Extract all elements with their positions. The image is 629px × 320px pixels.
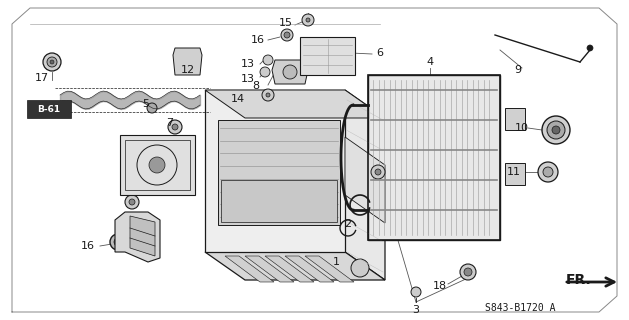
Text: 14: 14 <box>231 94 245 104</box>
Text: 17: 17 <box>35 73 49 83</box>
Circle shape <box>302 14 314 26</box>
Circle shape <box>543 167 553 177</box>
Circle shape <box>262 89 274 101</box>
Circle shape <box>460 264 476 280</box>
Text: 18: 18 <box>433 281 447 291</box>
Circle shape <box>47 57 57 67</box>
Text: 13: 13 <box>241 59 255 69</box>
Circle shape <box>149 157 165 173</box>
Circle shape <box>547 121 565 139</box>
Circle shape <box>375 169 381 175</box>
Polygon shape <box>218 120 340 225</box>
Polygon shape <box>130 216 155 256</box>
Text: FR.: FR. <box>566 273 592 287</box>
Text: 6: 6 <box>377 48 384 58</box>
Polygon shape <box>285 256 334 282</box>
FancyBboxPatch shape <box>27 100 71 118</box>
Circle shape <box>283 65 297 79</box>
Circle shape <box>538 162 558 182</box>
Circle shape <box>509 168 521 180</box>
Polygon shape <box>345 137 385 223</box>
Circle shape <box>263 55 273 65</box>
Polygon shape <box>225 256 274 282</box>
Polygon shape <box>115 212 160 262</box>
Polygon shape <box>265 256 314 282</box>
Text: 11: 11 <box>507 167 521 177</box>
Circle shape <box>587 45 593 51</box>
Polygon shape <box>205 90 385 118</box>
Polygon shape <box>205 252 385 280</box>
Polygon shape <box>345 90 385 280</box>
Text: 3: 3 <box>413 305 420 315</box>
Circle shape <box>172 124 178 130</box>
Polygon shape <box>221 180 337 222</box>
Text: 1: 1 <box>333 257 340 267</box>
Circle shape <box>284 32 290 38</box>
Polygon shape <box>120 135 195 195</box>
Polygon shape <box>245 256 294 282</box>
Circle shape <box>260 67 270 77</box>
Circle shape <box>542 116 570 144</box>
Circle shape <box>110 234 126 250</box>
Polygon shape <box>368 75 500 240</box>
Circle shape <box>552 126 560 134</box>
Text: 16: 16 <box>81 241 95 251</box>
Polygon shape <box>505 108 525 130</box>
Text: 12: 12 <box>181 65 195 75</box>
Text: 15: 15 <box>279 18 293 28</box>
Text: B-61: B-61 <box>38 105 60 114</box>
Circle shape <box>411 287 421 297</box>
Text: 4: 4 <box>426 57 433 67</box>
Text: 2: 2 <box>345 219 352 229</box>
Polygon shape <box>305 256 354 282</box>
Circle shape <box>464 268 472 276</box>
Circle shape <box>266 93 270 97</box>
Text: 7: 7 <box>167 118 174 128</box>
Polygon shape <box>272 60 308 84</box>
Polygon shape <box>505 163 525 185</box>
Circle shape <box>50 60 54 64</box>
Circle shape <box>129 199 135 205</box>
Text: 10: 10 <box>515 123 529 133</box>
Circle shape <box>306 18 310 22</box>
Circle shape <box>351 259 369 277</box>
Polygon shape <box>173 48 202 75</box>
Text: 9: 9 <box>515 65 521 75</box>
Text: 16: 16 <box>251 35 265 45</box>
Circle shape <box>125 195 139 209</box>
Polygon shape <box>205 90 345 252</box>
Text: S843-B1720 A: S843-B1720 A <box>485 303 555 313</box>
Circle shape <box>43 53 61 71</box>
Polygon shape <box>300 37 355 75</box>
Text: 13: 13 <box>241 74 255 84</box>
Circle shape <box>281 29 293 41</box>
Circle shape <box>114 238 122 246</box>
Text: 5: 5 <box>143 99 150 109</box>
Circle shape <box>168 120 182 134</box>
Circle shape <box>509 113 521 125</box>
Circle shape <box>147 103 157 113</box>
Circle shape <box>371 165 385 179</box>
Text: 8: 8 <box>252 81 260 91</box>
